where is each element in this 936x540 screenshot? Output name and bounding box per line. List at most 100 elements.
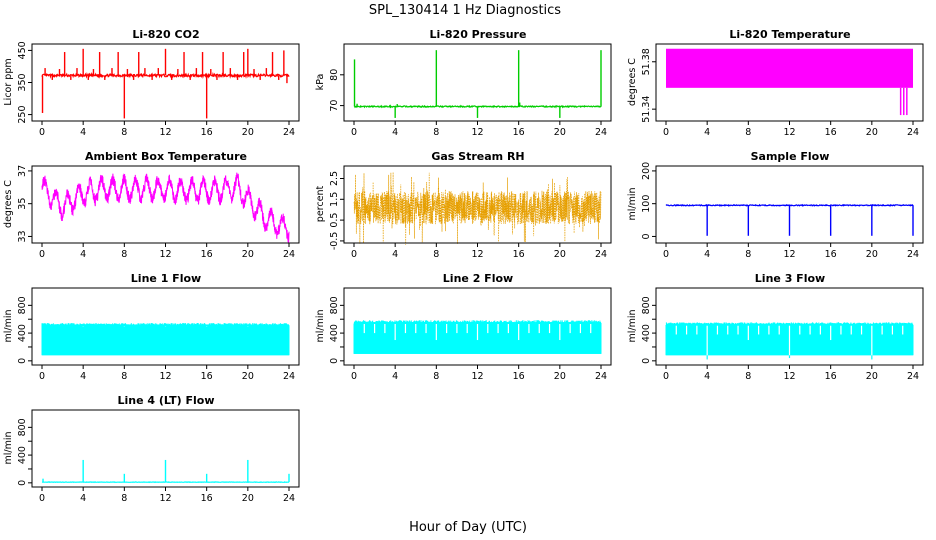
- x-tick-label: 20: [242, 127, 254, 138]
- x-tick-label: 0: [351, 371, 357, 382]
- y-tick-label: 800: [17, 418, 28, 436]
- x-tick-label: 24: [283, 127, 295, 138]
- x-tick-label: 24: [283, 493, 295, 504]
- y-axis-label: ml/min: [3, 431, 14, 464]
- y-tick-label: 800: [17, 296, 28, 314]
- x-tick-label: 8: [433, 127, 439, 138]
- x-tick-label: 4: [80, 493, 86, 504]
- y-tick-label: 800: [641, 296, 652, 314]
- x-tick-label: 8: [745, 127, 751, 138]
- panel-ambient-box-temperature: Ambient Box Temperature degrees C 0 4 8 12 1…: [3, 150, 300, 260]
- x-tick-label: 12: [783, 371, 795, 382]
- y-axis-label: kPa: [315, 74, 326, 91]
- x-tick-label: 20: [866, 127, 878, 138]
- x-axis-label: Hour of Day (UTC): [409, 520, 527, 535]
- x-tick-label: 8: [433, 249, 439, 260]
- x-tick-label: 20: [554, 249, 566, 260]
- panel-sample-flow: Sample Flow ml/min 0 4 8 12 16 20 24 0 100 200: [627, 150, 924, 260]
- y-axis-label: ml/min: [315, 309, 326, 342]
- temperature-band: [666, 48, 913, 88]
- y-axis-label: ml/min: [627, 187, 638, 220]
- y-tick-label: 100: [641, 195, 652, 213]
- plot-frame: [31, 43, 300, 122]
- x-tick-label: 20: [554, 127, 566, 138]
- x-tick-label: 8: [745, 371, 751, 382]
- plot-frame: [31, 165, 300, 244]
- panel-title: Line 1 Flow: [131, 272, 201, 285]
- panel-line-2-flow: Line 2 Flow ml/min 0 4 8 12 16 20 24 0 400 800: [315, 272, 612, 382]
- y-tick-label: 400: [17, 324, 28, 342]
- x-tick-label: 0: [663, 127, 669, 138]
- plot-frame: [343, 287, 612, 366]
- y-tick-label: 33: [17, 230, 28, 242]
- plot-frame: [343, 165, 612, 244]
- x-tick-label: 16: [513, 371, 525, 382]
- x-tick-label: 24: [907, 371, 919, 382]
- y-tick-label: 400: [329, 324, 340, 342]
- x-tick-label: 16: [513, 249, 525, 260]
- plot-frame: [655, 43, 924, 122]
- x-tick-label: 0: [351, 249, 357, 260]
- x-tick-label: 0: [39, 371, 45, 382]
- y-axis-label: ml/min: [627, 309, 638, 342]
- y-tick-label: 0: [17, 358, 28, 364]
- x-tick-label: 0: [39, 127, 45, 138]
- panel-title: Li-820 CO2: [132, 28, 199, 41]
- panel-li820-co2: Li-820 CO2 Licor ppm 0 4 8 12 16 20 24 250 350 45…: [3, 28, 300, 138]
- x-tick-label: 4: [80, 249, 86, 260]
- x-tick-label: 24: [907, 127, 919, 138]
- x-tick-label: 4: [704, 371, 710, 382]
- y-axis-label: degrees C: [3, 180, 14, 228]
- x-tick-label: 12: [159, 371, 171, 382]
- y-tick-label: 450: [17, 41, 28, 59]
- y-tick-label: 800: [329, 296, 340, 314]
- y-tick-label: 35: [17, 198, 28, 210]
- y-tick-label: 51.34: [641, 96, 652, 123]
- panel-line-4-lt-flow: Line 4 (LT) Flow ml/min 0 4 8 12 16 20 24 0 400 8…: [3, 394, 300, 504]
- x-tick-label: 4: [392, 249, 398, 260]
- panel-title: Li-820 Pressure: [430, 28, 527, 41]
- y-tick-label: 250: [17, 106, 28, 124]
- x-tick-label: 20: [866, 249, 878, 260]
- x-tick-label: 16: [825, 127, 837, 138]
- x-tick-label: 12: [471, 371, 483, 382]
- x-tick-label: 12: [159, 127, 171, 138]
- x-tick-label: 12: [159, 493, 171, 504]
- x-tick-label: 0: [663, 249, 669, 260]
- y-axis-label: ml/min: [3, 309, 14, 342]
- y-tick-label: 0: [641, 233, 652, 239]
- plot-frame: [343, 43, 612, 122]
- x-tick-label: 24: [595, 127, 607, 138]
- x-tick-label: 20: [242, 371, 254, 382]
- line4-series-line: [41, 481, 290, 484]
- x-tick-label: 4: [80, 127, 86, 138]
- x-tick-label: 8: [121, 249, 127, 260]
- y-tick-label: 400: [641, 324, 652, 342]
- panel-title: Sample Flow: [751, 150, 830, 163]
- panel-title: Ambient Box Temperature: [85, 150, 247, 163]
- x-tick-label: 20: [242, 493, 254, 504]
- y-tick-label: 1.5: [329, 192, 340, 207]
- panel-gas-stream-rh: Gas Stream RH percent 0 4 8 12 16 20 24 -0.5 0.5…: [315, 150, 612, 260]
- panel-line-3-flow: Line 3 Flow ml/min 0 4 8 12 16 20 24 0 400 800: [627, 272, 924, 382]
- x-tick-label: 12: [471, 249, 483, 260]
- flow-band-fill: [42, 324, 289, 356]
- figure-title: SPL_130414 1 Hz Diagnostics: [369, 3, 561, 18]
- x-tick-label: 12: [471, 127, 483, 138]
- x-tick-label: 4: [704, 127, 710, 138]
- x-tick-label: 4: [704, 249, 710, 260]
- x-tick-label: 0: [39, 249, 45, 260]
- x-tick-label: 16: [201, 371, 213, 382]
- x-tick-label: 8: [121, 371, 127, 382]
- x-tick-label: 24: [283, 249, 295, 260]
- panel-li820-temperature: Li-820 Temperature degrees C 0 4 8 12 16 20 24…: [627, 28, 924, 138]
- x-tick-label: 8: [745, 249, 751, 260]
- y-tick-label: 51.38: [641, 48, 652, 75]
- y-tick-label: 350: [17, 73, 28, 91]
- x-tick-label: 0: [351, 127, 357, 138]
- y-tick-label: 400: [17, 446, 28, 464]
- plot-frame: [655, 165, 924, 244]
- x-tick-label: 24: [907, 249, 919, 260]
- x-tick-label: 8: [433, 371, 439, 382]
